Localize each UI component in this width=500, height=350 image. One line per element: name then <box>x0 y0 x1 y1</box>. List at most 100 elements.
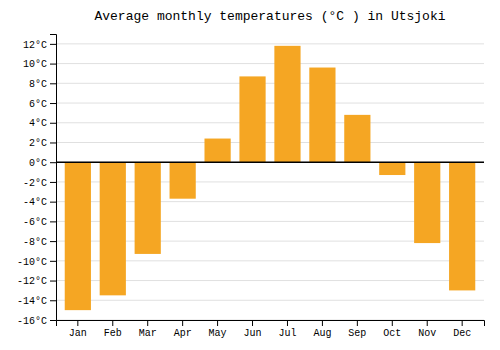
y-tick: -10°C <box>17 257 56 268</box>
y-tick-label: 0°C <box>29 158 47 169</box>
x-tick-label: Dec <box>453 328 471 339</box>
y-tick-mark <box>50 103 56 104</box>
x-tick-mark <box>182 320 183 326</box>
y-tick: 10°C <box>23 59 56 70</box>
x-tick-mark <box>322 320 323 326</box>
grid-line <box>56 300 484 301</box>
y-axis-line <box>50 35 57 321</box>
y-tick-label: -12°C <box>17 276 47 287</box>
x-tick: Jun <box>244 320 262 339</box>
y-tick: -2°C <box>23 178 56 189</box>
y-tick: 8°C <box>29 79 56 90</box>
y-tick-label: 10°C <box>23 59 47 70</box>
y-tick-label: -16°C <box>17 316 47 327</box>
y-tick-label: 6°C <box>29 99 47 110</box>
x-tick: Feb <box>104 320 122 339</box>
y-tick-label: -14°C <box>17 296 47 307</box>
x-tick-mark <box>147 320 148 326</box>
y-tick-label: -6°C <box>23 217 47 228</box>
bar <box>344 115 370 162</box>
zero-line <box>56 161 484 163</box>
y-tick-mark <box>50 241 56 242</box>
y-tick-mark <box>50 202 56 203</box>
y-tick-label: -4°C <box>23 197 47 208</box>
bar <box>239 76 265 162</box>
y-tick-label: -10°C <box>17 257 47 268</box>
x-tick-label: Jul <box>278 328 296 339</box>
x-tick-label: Jan <box>69 328 87 339</box>
y-tick-mark <box>50 261 56 262</box>
x-tick-mark <box>462 320 463 326</box>
y-tick-mark <box>50 64 56 65</box>
grid-line <box>56 122 484 123</box>
x-tick-mark <box>77 320 78 326</box>
x-tick-mark <box>217 320 218 326</box>
y-tick-mark <box>50 162 56 163</box>
x-tick-label: Jun <box>244 328 262 339</box>
plot: -16°C-14°C-12°C-10°C-8°C-6°C-4°C-2°C0°C2… <box>17 35 485 340</box>
x-axis-line <box>57 321 485 327</box>
y-tick-mark <box>50 142 56 143</box>
x-tick: May <box>209 320 227 339</box>
x-tick-mark <box>252 320 253 326</box>
bar <box>204 139 230 163</box>
x-tick-label: Sep <box>348 328 366 339</box>
x-tick: Aug <box>313 320 331 339</box>
grid <box>56 44 484 320</box>
y-tick: -12°C <box>17 276 56 287</box>
bar <box>309 68 335 163</box>
x-tick-label: Apr <box>174 328 192 339</box>
y-tick-mark <box>50 221 56 222</box>
bar <box>414 162 440 243</box>
y-tick: 0°C <box>29 158 56 169</box>
x-tick: Sep <box>348 320 366 339</box>
x-tick: Mar <box>139 320 157 339</box>
y-tick: -6°C <box>23 217 56 228</box>
bar <box>65 162 91 310</box>
x-tick-label: Oct <box>383 328 401 339</box>
bar <box>449 162 475 290</box>
bar <box>274 46 300 162</box>
y-tick: 12°C <box>23 40 56 51</box>
y-tick: -16°C <box>17 316 56 327</box>
y-tick: -14°C <box>17 296 56 307</box>
x-tick: Oct <box>383 320 401 339</box>
x-tick-label: Nov <box>418 328 436 339</box>
y-tick-label: 4°C <box>29 118 47 129</box>
grid-line <box>56 43 484 44</box>
y-tick-mark <box>50 182 56 183</box>
y-tick-mark <box>50 44 56 45</box>
grid-line <box>56 142 484 143</box>
y-tick-mark <box>50 83 56 84</box>
x-tick-mark <box>287 320 288 326</box>
bar <box>170 162 196 198</box>
bar <box>379 162 405 175</box>
x-tick: Jul <box>278 320 296 339</box>
x-tick-mark <box>112 320 113 326</box>
y-axis: -16°C-14°C-12°C-10°C-8°C-6°C-4°C-2°C0°C2… <box>17 35 57 327</box>
grid-line <box>56 162 484 163</box>
x-tick-mark <box>392 320 393 326</box>
y-tick: -4°C <box>23 197 56 208</box>
x-tick-label: Mar <box>139 328 157 339</box>
y-tick-label: 12°C <box>23 40 47 51</box>
y-tick: 6°C <box>29 99 56 110</box>
y-tick-mark <box>50 300 56 301</box>
x-tick-label: Aug <box>313 328 331 339</box>
y-tick-label: 2°C <box>29 138 47 149</box>
x-tick-mark <box>427 320 428 326</box>
grid-line <box>56 63 484 64</box>
title: Average monthly temperatures (°C ) in Ut… <box>94 9 445 24</box>
bar <box>135 162 161 254</box>
y-tick-mark <box>50 320 56 321</box>
x-axis: Jan Feb Mar Apr May Jun Jul Aug Sep Oct Nov Dec <box>57 320 485 339</box>
x-tick: Dec <box>453 320 471 339</box>
x-tick-label: Feb <box>104 328 122 339</box>
grid-line <box>56 103 484 104</box>
y-tick: 4°C <box>29 118 56 129</box>
x-tick: Nov <box>418 320 436 339</box>
y-tick-mark <box>50 281 56 282</box>
x-tick: Apr <box>174 320 192 339</box>
y-tick-label: 8°C <box>29 79 47 90</box>
bars <box>65 46 476 310</box>
